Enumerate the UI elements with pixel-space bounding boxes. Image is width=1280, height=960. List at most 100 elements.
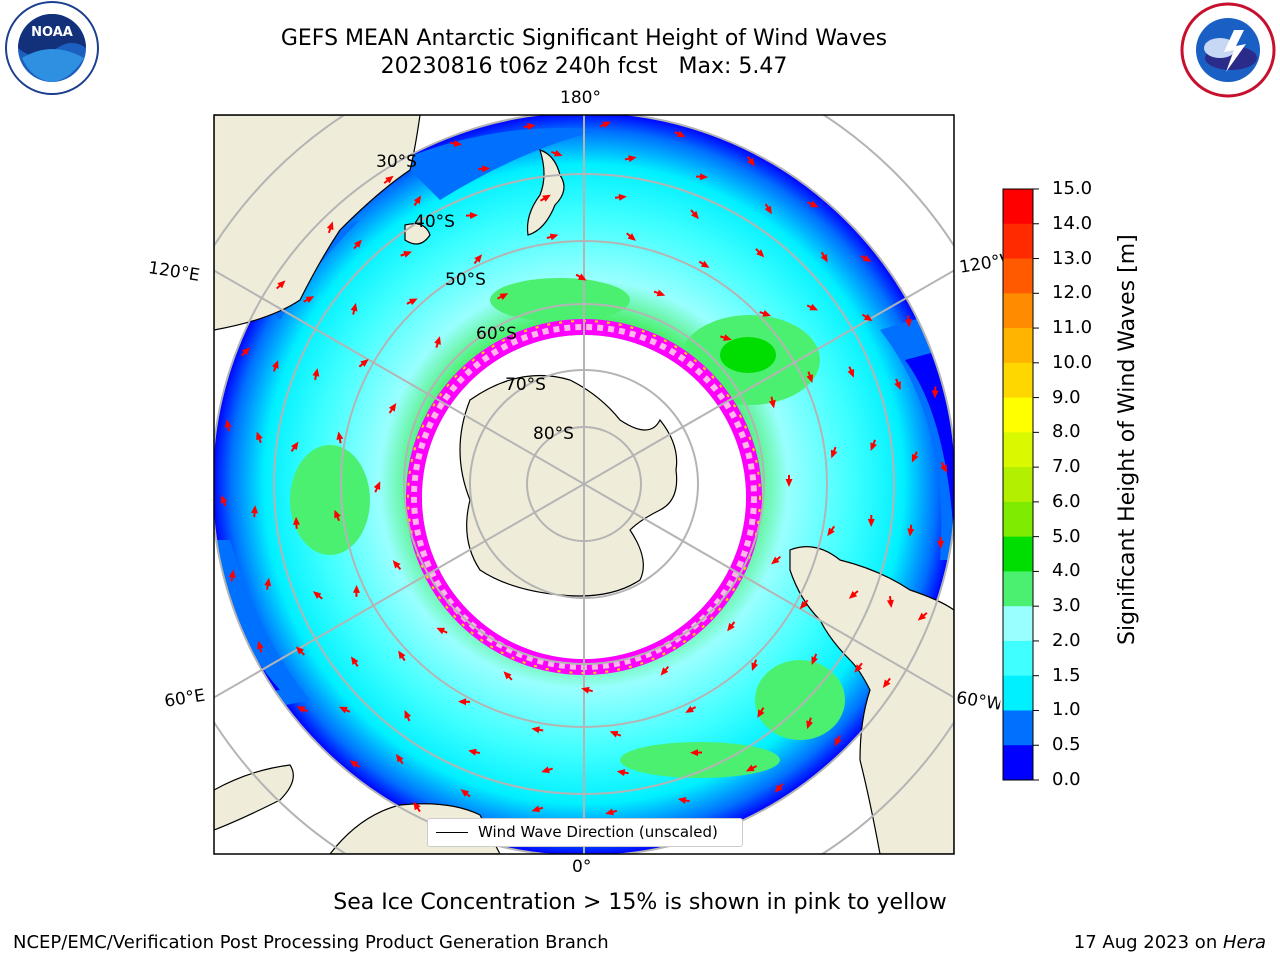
wave-arrow-head [453, 139, 463, 147]
wave-patch [755, 660, 845, 740]
wave-arrow-head [940, 464, 948, 473]
wave-arrow-head [937, 540, 945, 549]
wave-arrow-head [690, 749, 699, 757]
wave-arrow-head [727, 622, 735, 632]
wave-patch [720, 337, 776, 373]
wave-arrow-head [660, 667, 669, 676]
colorbar-segment [1003, 710, 1033, 746]
footer-date: 17 Aug 2023 on Hera [1073, 932, 1266, 953]
wave-arrow-head [349, 760, 359, 768]
wave-arrow-head [305, 296, 315, 304]
wave-arrow-head [271, 360, 279, 369]
wave-arrow-head [863, 313, 873, 322]
wave-arrow-head [676, 130, 686, 137]
wave-arrow-head [413, 801, 421, 811]
footer-branch: NCEP/EMC/Verification Post Processing Pr… [13, 932, 609, 953]
wave-arrow-head [771, 556, 780, 565]
wave-arrow-head [469, 211, 478, 219]
lat-label-60s: 60°S [476, 324, 517, 344]
wave-arrow-head [677, 796, 687, 804]
colorbar-segment [1003, 467, 1033, 503]
wave-arrow-head [468, 748, 477, 756]
colorbar-tick-label: 14.0 [1052, 212, 1093, 234]
wave-arrow-head [339, 706, 348, 714]
wave-arrow-head [241, 347, 251, 356]
wave-arrow-head [350, 656, 359, 665]
wave-arrow-head [277, 280, 286, 289]
wave-arrow-head [834, 737, 842, 747]
wave-arrow-head [404, 710, 412, 719]
wave-arrow-head [360, 359, 369, 367]
wave-arrow-head [747, 157, 755, 167]
wave-arrow-head [549, 233, 559, 241]
colorbar-frame [1002, 188, 1034, 781]
wave-patch [905, 340, 954, 560]
colorbar-segment [1003, 258, 1033, 294]
colorbar-tick-label: 8.0 [1052, 421, 1081, 443]
colorbar-segment [1003, 189, 1033, 225]
wave-arrow-head [699, 173, 709, 181]
wave-patch [400, 128, 600, 200]
wave-arrow-head [458, 698, 467, 706]
wave-arrow-head [312, 368, 320, 377]
colorbar-tick-label: 7.0 [1052, 456, 1081, 478]
colorbar-tick-label: 13.0 [1052, 247, 1093, 269]
colorbar-tick-label: 5.0 [1052, 525, 1081, 547]
wave-arrow-head [336, 431, 344, 440]
wave-patch [620, 742, 780, 778]
wave-arrow-head [854, 664, 863, 673]
wave-arrow-head [256, 431, 263, 441]
wave-arrow-head [527, 123, 536, 130]
wave-arrow-head [806, 374, 814, 383]
antarctica-land [459, 374, 678, 597]
wave-patch [880, 300, 954, 560]
svg-text:NOAA: NOAA [31, 25, 73, 40]
colorbar-segment [1003, 571, 1033, 607]
colorbar-tick-label: 9.0 [1052, 386, 1081, 408]
wave-arrow-head [616, 769, 626, 777]
wave-arrow-head [581, 686, 590, 694]
colorbar-segment [1003, 397, 1033, 433]
wave-arrow-head [847, 369, 855, 378]
colorbar-segment [1003, 640, 1033, 677]
wave-arrow-head [870, 442, 877, 452]
colorbar-segment [1003, 675, 1033, 711]
wave-arrow-head [291, 441, 299, 451]
wave-arrow-head [553, 149, 563, 157]
wave-arrow-head [312, 591, 322, 599]
wave-arrow-head [609, 731, 619, 738]
colorbar-segment [1003, 362, 1033, 399]
wave-arrow-head [436, 627, 446, 635]
wave-arrow-head [911, 453, 919, 463]
colorbar-segment [1003, 328, 1033, 364]
wave-arrow-head [867, 518, 875, 527]
wave-arrow-head [395, 753, 404, 763]
wave-arrow-head [745, 764, 755, 772]
wave-arrow-head [499, 293, 509, 300]
wave-arrow-head [907, 528, 915, 537]
colorbar-segment [1003, 223, 1033, 260]
new-zealand-land [526, 149, 565, 236]
wave-arrow-head [326, 221, 334, 231]
wave-arrow-head [460, 789, 470, 797]
wave-arrow-head [256, 640, 264, 650]
lat-label-40s: 40°S [414, 212, 455, 232]
wave-arrow-head [474, 254, 483, 263]
colorbar-tick-label: 6.0 [1052, 490, 1081, 512]
colorbar-segment [1003, 432, 1033, 468]
colorbar-tick-label: 15.0 [1052, 178, 1093, 199]
wave-arrow-head [848, 591, 858, 599]
wave-arrow-head [482, 165, 491, 173]
colorbar [1003, 188, 1039, 781]
lon-label-top: 180° [560, 88, 601, 108]
wave-arrow-head [220, 494, 228, 504]
chart-subtitle: 20230816 t06z 240h fcst Max: 5.47 [380, 54, 788, 79]
australia-land [214, 115, 421, 331]
wave-arrow-head [886, 599, 894, 609]
wave-arrow-head [757, 709, 765, 718]
wave-arrow-head [700, 260, 710, 268]
lat-label-70s: 70°S [505, 375, 546, 395]
wave-arrow-head [295, 646, 304, 655]
colorbar-tick-label: 0.0 [1052, 769, 1081, 790]
